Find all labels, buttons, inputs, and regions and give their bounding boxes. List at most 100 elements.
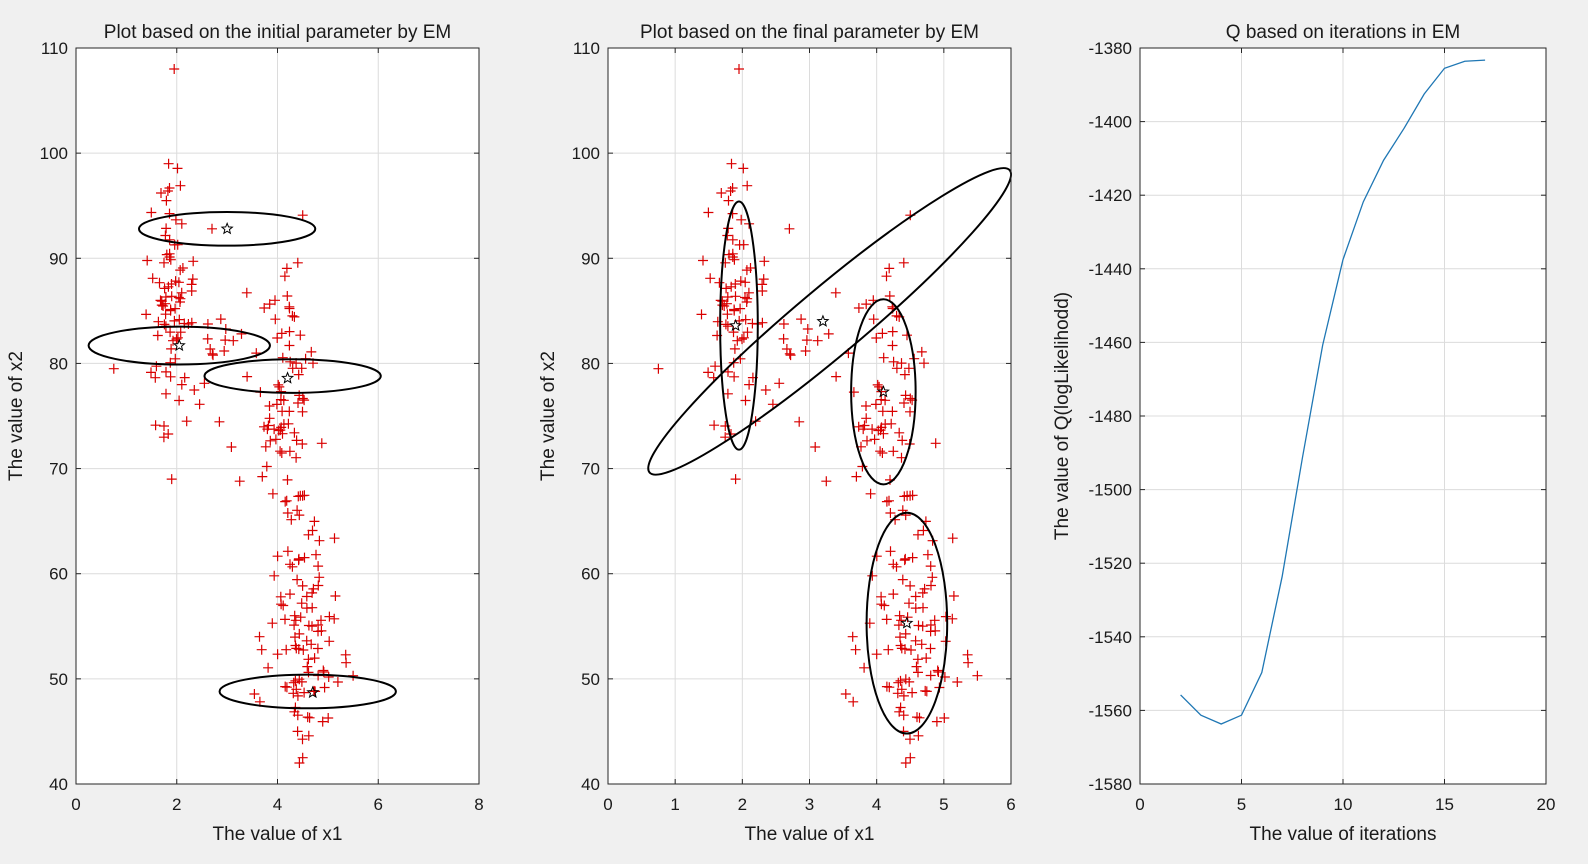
data-point	[869, 434, 880, 445]
data-point	[274, 381, 285, 392]
data-point	[330, 591, 341, 601]
data-point	[175, 180, 186, 191]
data-point	[313, 620, 324, 630]
data-point	[831, 371, 842, 382]
data-point	[703, 207, 714, 218]
data-point	[284, 303, 295, 314]
data-point	[738, 239, 749, 250]
data-point	[876, 591, 887, 602]
plot-area	[647, 64, 1013, 768]
data-point	[288, 677, 299, 688]
center-star	[876, 384, 890, 398]
data-point	[194, 399, 205, 410]
data-point	[881, 271, 892, 282]
data-point	[170, 353, 181, 364]
data-point	[900, 758, 911, 768]
data-point	[925, 643, 936, 654]
data-point	[297, 406, 308, 417]
data-point	[904, 598, 914, 609]
x-tick-label: 2	[172, 795, 181, 814]
data-point	[299, 490, 310, 501]
data-point	[281, 263, 292, 274]
data-point	[905, 580, 916, 591]
data-point	[883, 644, 894, 655]
data-point	[742, 180, 753, 191]
data-point	[757, 286, 768, 296]
data-point	[802, 324, 813, 334]
data-point	[872, 379, 883, 390]
data-point	[851, 471, 862, 482]
data-point	[312, 643, 323, 654]
data-point	[907, 687, 918, 698]
x-tick-label: 10	[1334, 795, 1353, 814]
data-point	[294, 674, 305, 685]
data-point	[164, 183, 175, 193]
data-point	[760, 385, 771, 395]
data-point	[730, 291, 741, 302]
data-point	[703, 367, 714, 378]
data-point	[879, 600, 890, 611]
data-point	[732, 335, 743, 346]
data-point	[916, 346, 927, 357]
data-point	[930, 625, 941, 636]
data-point	[289, 427, 300, 438]
data-point	[141, 309, 152, 320]
data-point	[214, 416, 225, 427]
data-point	[150, 372, 161, 383]
data-point	[735, 276, 746, 287]
data-point	[208, 350, 218, 361]
data-point	[891, 561, 902, 572]
data-point	[284, 446, 295, 457]
x-tick-label: 3	[805, 795, 814, 814]
data-point	[893, 677, 904, 688]
data-point	[301, 603, 312, 614]
data-point	[292, 726, 303, 737]
data-point	[850, 644, 861, 655]
data-point	[307, 525, 318, 536]
data-point	[897, 574, 908, 585]
data-point	[306, 346, 317, 357]
data-point	[287, 310, 298, 321]
data-point	[932, 665, 943, 676]
data-point	[159, 257, 169, 268]
data-point	[740, 292, 750, 303]
data-point	[871, 333, 882, 343]
data-point	[280, 614, 290, 625]
data-point	[172, 239, 183, 250]
data-point	[297, 439, 308, 449]
data-point	[905, 406, 915, 417]
data-point	[730, 279, 741, 289]
data-point	[161, 388, 171, 399]
data-point	[887, 406, 898, 417]
x-tick-label: 6	[374, 795, 383, 814]
data-point	[304, 712, 315, 723]
data-point	[696, 309, 707, 320]
data-point	[933, 667, 944, 677]
gaussian-ellipse	[865, 511, 949, 735]
data-point	[291, 452, 302, 463]
data-point	[280, 681, 291, 692]
data-point	[871, 649, 882, 660]
data-point	[895, 632, 905, 643]
data-point	[292, 257, 303, 268]
data-point	[861, 413, 872, 424]
x-tick-label: 5	[939, 795, 948, 814]
y-tick-label: 80	[49, 354, 68, 373]
y-tick-label: 50	[49, 670, 68, 689]
data-point	[891, 310, 902, 321]
data-point	[269, 424, 280, 435]
data-point	[727, 248, 738, 259]
data-point	[236, 328, 247, 339]
data-point	[311, 549, 321, 560]
data-point	[722, 309, 733, 320]
data-point	[264, 299, 275, 310]
data-point	[249, 689, 260, 699]
y-tick-label: 80	[581, 354, 600, 373]
data-point	[899, 398, 909, 408]
data-point	[877, 328, 888, 339]
data-point	[734, 64, 744, 74]
data-point	[727, 183, 738, 193]
y-tick-label: 40	[49, 775, 68, 794]
data-point	[291, 435, 302, 446]
data-point	[309, 516, 320, 527]
